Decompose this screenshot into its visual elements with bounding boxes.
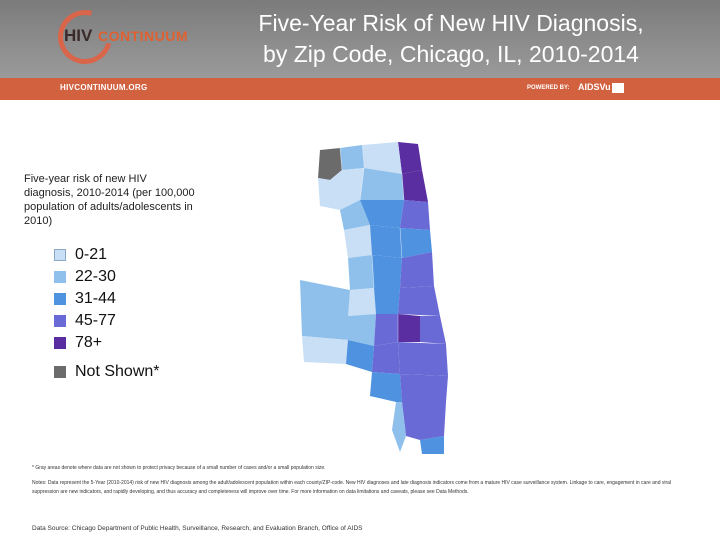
legend-swatch	[54, 337, 66, 349]
notes-section: * Gray areas denote where data are not s…	[32, 464, 692, 503]
zip-area[interactable]	[402, 402, 446, 440]
zip-area[interactable]	[420, 316, 446, 344]
zip-boundaries	[339, 147, 405, 342]
zip-area[interactable]	[374, 314, 398, 346]
legend-swatch	[54, 249, 66, 261]
zip-area[interactable]	[370, 225, 402, 258]
zip-area[interactable]	[420, 436, 444, 454]
logo-continuum-text: CONTINUUM	[98, 28, 189, 44]
zip-area[interactable]	[400, 374, 448, 402]
legend-item-78-plus: 78+	[54, 332, 116, 354]
zip-area[interactable]	[318, 148, 342, 180]
chicago-zip-map[interactable]	[300, 140, 450, 455]
legend-swatch	[54, 271, 66, 283]
legend-item-45-77: 45-77	[54, 310, 116, 332]
legend-label: 31-44	[75, 290, 116, 307]
zip-area[interactable]	[348, 314, 376, 346]
zip-area[interactable]	[402, 170, 428, 202]
footnote-text: * Gray areas denote where data are not s…	[32, 465, 326, 471]
legend-item-not-shown: Not Shown*	[54, 363, 160, 381]
zip-area[interactable]	[302, 336, 348, 364]
aidsvu-mark-icon	[611, 82, 624, 93]
legend-label: 45-77	[75, 312, 116, 329]
hiv-continuum-logo[interactable]: HIV CONTINUUM	[48, 0, 212, 74]
map-legend: 0-21 22-30 31-44 45-77 78+	[54, 244, 116, 354]
site-link[interactable]: HIVCONTINUUM.ORG	[60, 83, 148, 92]
zip-area[interactable]	[398, 342, 448, 376]
zip-area[interactable]	[340, 145, 364, 170]
zip-area[interactable]	[372, 342, 400, 374]
zip-area[interactable]	[400, 200, 430, 230]
logo-hiv-text: HIV	[64, 26, 93, 45]
legend-swatch	[54, 293, 66, 305]
zip-area[interactable]	[370, 372, 402, 422]
title-line-1: Five-Year Risk of New HIV Diagnosis,	[258, 10, 644, 36]
zip-area[interactable]	[398, 286, 440, 316]
header-banner: HIV CONTINUUM Five-Year Risk of New HIV …	[0, 0, 720, 78]
zip-area[interactable]	[392, 402, 406, 452]
zip-area[interactable]	[400, 252, 434, 288]
legend-label: 78+	[75, 334, 103, 351]
zip-area[interactable]	[398, 142, 422, 174]
zip-area[interactable]	[348, 255, 374, 290]
zip-area[interactable]	[400, 228, 432, 258]
page-title: Five-Year Risk of New HIV Diagnosis, by …	[196, 8, 706, 70]
zip-area[interactable]	[398, 314, 420, 342]
zip-area[interactable]	[360, 200, 404, 228]
zip-area[interactable]	[372, 255, 402, 288]
legend-label: 22-30	[75, 268, 116, 285]
legend-label: 0-21	[75, 246, 108, 263]
source-label: Data Source:	[32, 525, 70, 532]
aidsvu-logo[interactable]: AIDSVu	[578, 82, 624, 93]
zip-area[interactable]	[300, 280, 350, 340]
site-bar: HIVCONTINUUM.ORG POWERED BY: AIDSVu	[0, 78, 720, 100]
zip-area[interactable]	[360, 168, 404, 200]
notes-text: Notes: Data represent the 5-Year (2010-2…	[32, 480, 672, 495]
legend-item-0-21: 0-21	[54, 244, 116, 266]
legend-item-31-44: 31-44	[54, 288, 116, 310]
zip-area[interactable]	[374, 288, 400, 314]
zip-area[interactable]	[362, 142, 402, 174]
title-line-2: by Zip Code, Chicago, IL, 2010-2014	[263, 41, 639, 67]
zip-area[interactable]	[344, 225, 372, 258]
legend-label: Not Shown*	[75, 363, 160, 380]
powered-by-label: POWERED BY:	[527, 85, 570, 91]
zip-area[interactable]	[346, 340, 374, 372]
aidsvu-text: AIDSVu	[578, 82, 611, 92]
data-source: Data Source: Chicago Department of Publi…	[32, 525, 362, 532]
legend-title: Five-year risk of new HIV diagnosis, 201…	[24, 173, 195, 227]
source-text: Chicago Department of Public Health, Sur…	[71, 525, 363, 532]
legend-item-22-30: 22-30	[54, 266, 116, 288]
zip-area[interactable]	[340, 200, 370, 230]
zip-area[interactable]	[348, 288, 376, 316]
legend-swatch	[54, 315, 66, 327]
zip-area[interactable]	[318, 168, 364, 210]
legend-swatch	[54, 366, 66, 378]
